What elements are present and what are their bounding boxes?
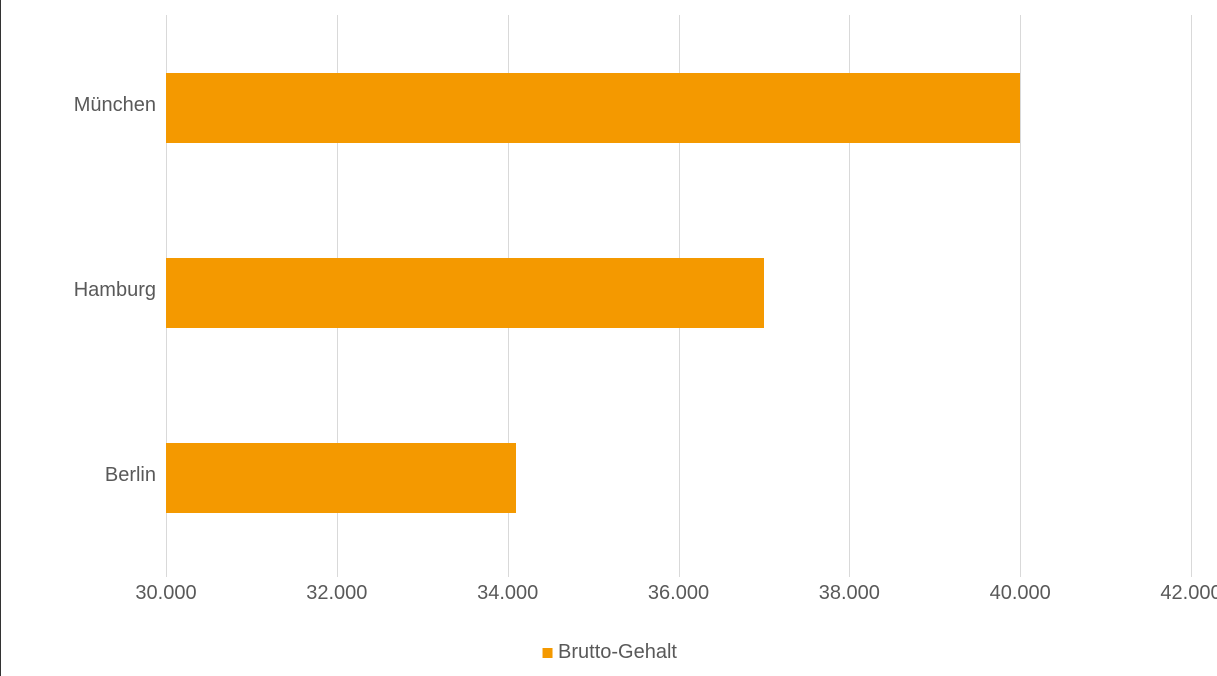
x-tickmark — [166, 570, 167, 577]
legend: Brutto-Gehalt — [542, 641, 677, 664]
y-category-label: Hamburg — [0, 279, 166, 302]
x-tickmark — [679, 570, 680, 577]
chart-container: 30.000 32.000 34.000 36.000 38.000 40.000 42.0… — [0, 0, 1217, 676]
x-tick-label: 42.000 — [1160, 582, 1217, 605]
legend-label: Brutto-Gehalt — [558, 641, 677, 664]
x-tickmark — [337, 570, 338, 577]
x-tick-label: 40.000 — [990, 582, 1051, 605]
gridline — [1020, 15, 1021, 570]
x-tick-label: 32.000 — [306, 582, 367, 605]
x-tickmark — [1020, 570, 1021, 577]
y-category-label: München — [0, 94, 166, 117]
bar — [166, 73, 1020, 143]
plot-area: 30.00032.00034.00036.00038.00040.00042.0… — [166, 15, 1191, 570]
x-tick-label: 34.000 — [477, 582, 538, 605]
x-tickmark — [1191, 570, 1192, 577]
x-tick-label: 38.000 — [819, 582, 880, 605]
gridline — [1191, 15, 1192, 570]
x-tickmark — [849, 570, 850, 577]
y-category-label: Berlin — [0, 464, 166, 487]
bar — [166, 258, 764, 328]
x-tick-label: 36.000 — [648, 582, 709, 605]
legend-swatch — [542, 648, 552, 658]
bar — [166, 443, 516, 513]
x-tickmark — [508, 570, 509, 577]
x-tick-label: 30.000 — [135, 582, 196, 605]
